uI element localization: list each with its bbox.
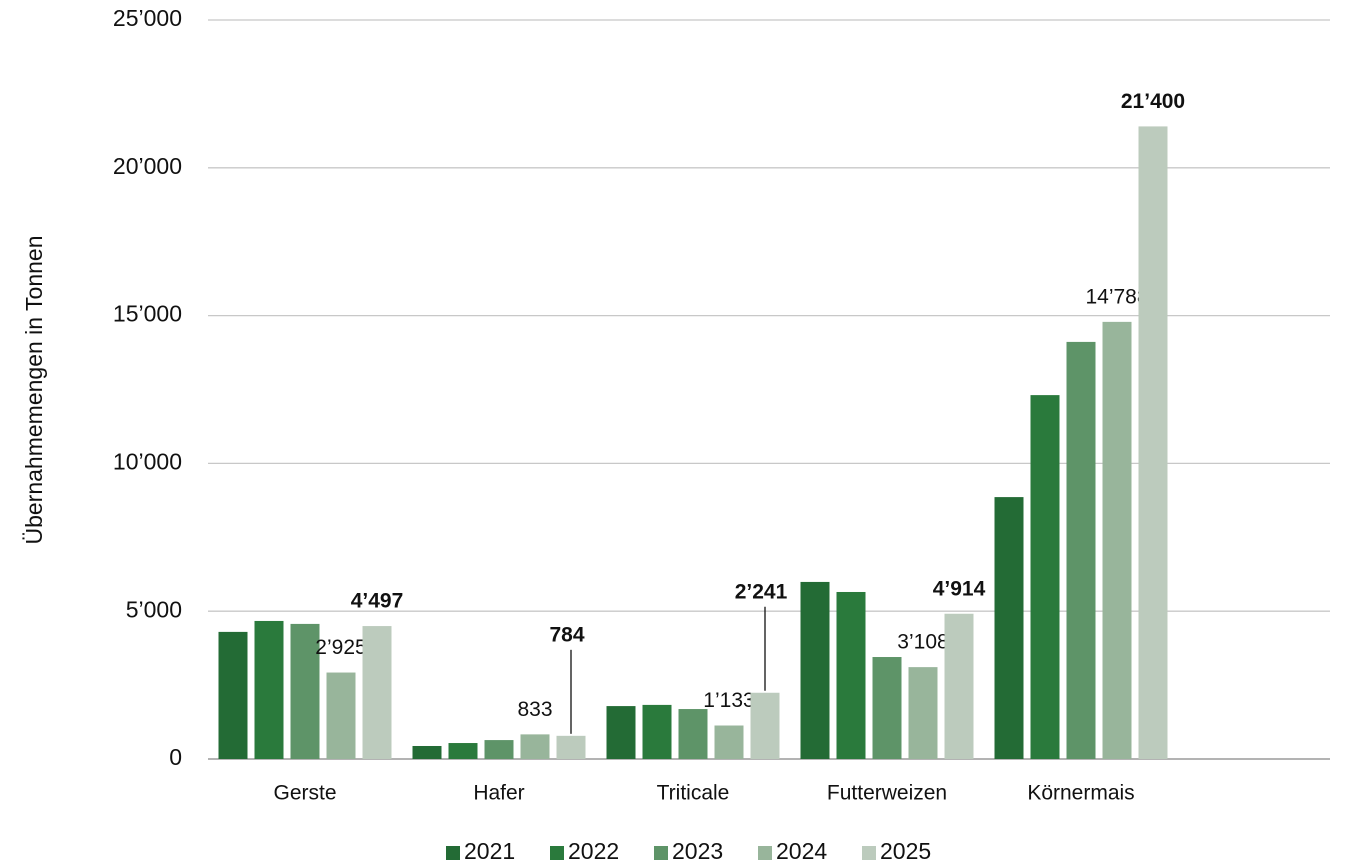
bar bbox=[994, 497, 1024, 759]
value-label: 2’241 bbox=[735, 580, 788, 603]
bar bbox=[714, 725, 744, 759]
bar bbox=[872, 657, 902, 759]
x-tick-label: Futterweizen bbox=[827, 782, 947, 805]
bar bbox=[606, 706, 636, 759]
legend-label: 2023 bbox=[672, 838, 723, 864]
value-label: 14’788 bbox=[1085, 285, 1148, 308]
bar bbox=[1030, 395, 1060, 759]
value-label: 784 bbox=[549, 623, 584, 646]
bar bbox=[908, 667, 938, 759]
legend-label: 2024 bbox=[776, 838, 827, 864]
y-tick-label: 20’000 bbox=[113, 153, 182, 179]
y-tick-label: 15’000 bbox=[113, 301, 182, 327]
bar bbox=[556, 735, 586, 759]
x-tick-label: Gerste bbox=[273, 782, 336, 805]
bar bbox=[1102, 321, 1132, 759]
y-tick-label: 25’000 bbox=[113, 5, 182, 31]
bar bbox=[520, 734, 550, 759]
y-tick-label: 5’000 bbox=[126, 596, 182, 622]
bar bbox=[448, 743, 478, 759]
legend-swatch bbox=[550, 846, 564, 860]
x-tick-label: Körnermais bbox=[1027, 782, 1134, 805]
value-label: 4’497 bbox=[351, 590, 404, 613]
legend-swatch bbox=[654, 846, 668, 860]
legend-label: 2025 bbox=[880, 838, 931, 864]
bar bbox=[326, 672, 356, 759]
x-tick-label: Hafer bbox=[473, 782, 524, 805]
bar bbox=[412, 745, 442, 759]
bar bbox=[836, 591, 866, 759]
bar bbox=[484, 740, 514, 759]
bar bbox=[1138, 126, 1168, 759]
bar bbox=[218, 631, 248, 759]
value-label: 833 bbox=[517, 698, 552, 721]
legend-swatch bbox=[446, 846, 460, 860]
value-label: 1’133 bbox=[703, 689, 754, 712]
legend-label: 2021 bbox=[464, 838, 515, 864]
legend-swatch bbox=[758, 846, 772, 860]
bar bbox=[750, 692, 780, 759]
value-label: 2’925 bbox=[315, 636, 366, 659]
y-tick-label: 10’000 bbox=[113, 448, 182, 474]
value-label: 3’108 bbox=[897, 631, 948, 654]
bar bbox=[254, 620, 284, 759]
bar bbox=[290, 623, 320, 759]
legend-label: 2022 bbox=[568, 838, 619, 864]
legend-swatch bbox=[862, 846, 876, 860]
x-tick-label: Triticale bbox=[657, 782, 730, 805]
bar bbox=[800, 581, 830, 759]
value-label: 21’400 bbox=[1121, 90, 1185, 113]
value-label: 4’914 bbox=[933, 577, 986, 600]
y-tick-label: 0 bbox=[169, 744, 182, 770]
bar bbox=[1066, 341, 1096, 759]
bar bbox=[642, 704, 672, 759]
bar bbox=[944, 613, 974, 759]
bar bbox=[678, 709, 708, 759]
bar bbox=[362, 626, 392, 759]
y-axis-title: Übernahmemengen in Tonnen bbox=[21, 235, 47, 544]
